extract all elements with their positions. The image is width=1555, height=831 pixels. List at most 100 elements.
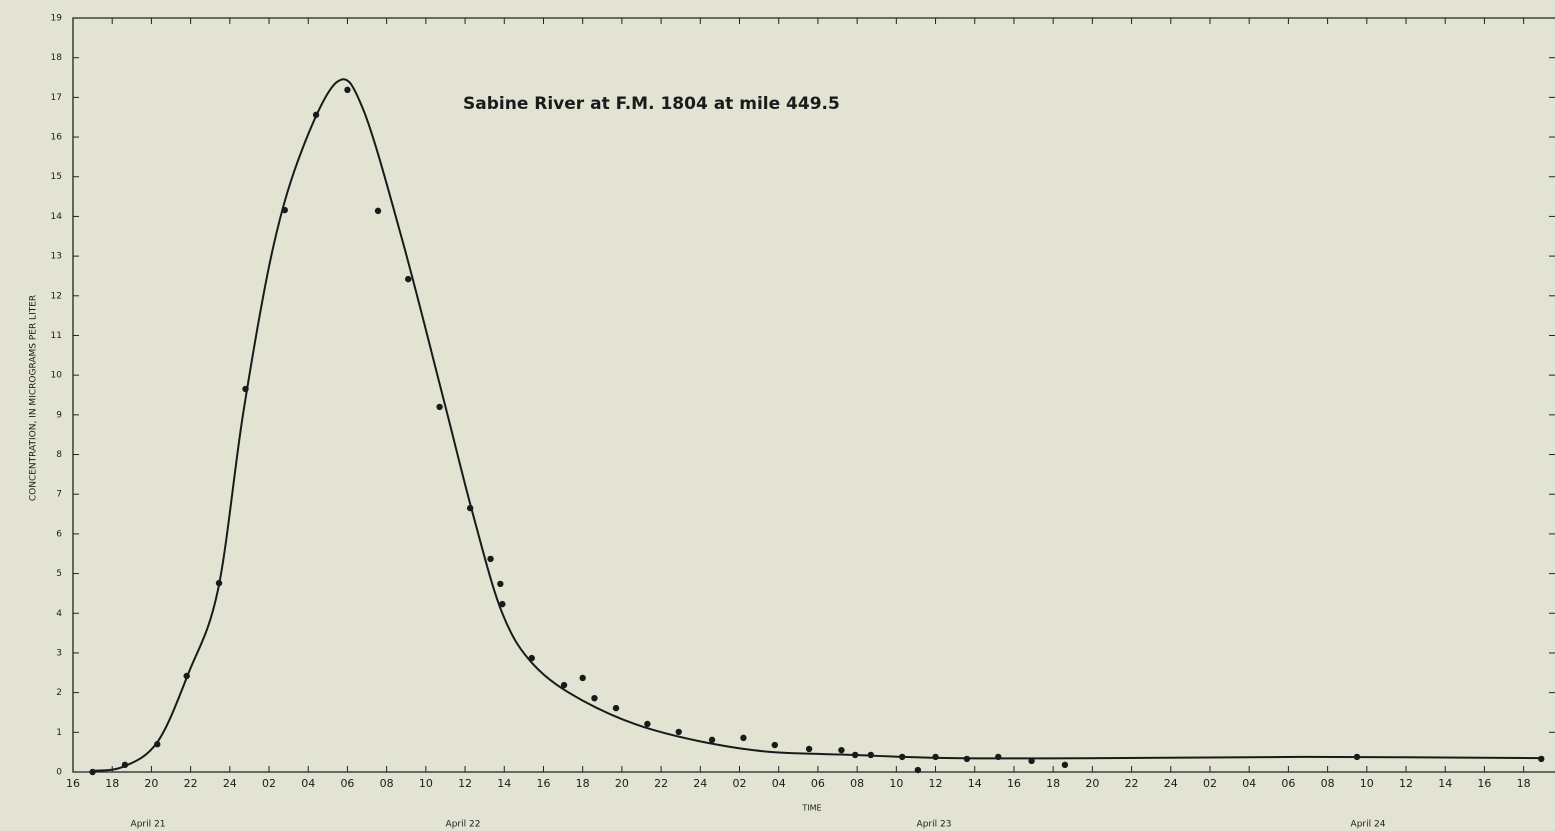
y-tick-label: 10 xyxy=(51,371,63,381)
data-point xyxy=(914,766,922,774)
x-tick-label: 16 xyxy=(66,777,80,790)
data-point xyxy=(560,681,568,689)
x-tick-label: 14 xyxy=(1438,777,1452,790)
data-point xyxy=(932,753,939,761)
data-point xyxy=(838,746,845,754)
x-tick-label: 20 xyxy=(144,777,158,790)
x-tick-label: 18 xyxy=(1517,777,1531,790)
y-tick-label: 16 xyxy=(51,133,63,143)
date-label: April 24 xyxy=(1351,820,1386,830)
x-tick-label: 08 xyxy=(850,777,864,790)
x-tick-label: 02 xyxy=(1203,777,1217,790)
data-point xyxy=(242,385,249,393)
y-tick-label: 13 xyxy=(51,252,62,262)
data-point xyxy=(675,728,682,736)
x-tick-label: 16 xyxy=(1007,777,1021,790)
chart-title: Sabine River at F.M. 1804 at mile 449.5 xyxy=(463,94,840,114)
y-tick-label: 4 xyxy=(56,609,62,619)
data-point xyxy=(1061,761,1069,769)
data-point xyxy=(344,86,351,94)
x-tick-label: 10 xyxy=(419,777,433,790)
x-tick-label: 18 xyxy=(1046,777,1060,790)
plot-frame xyxy=(72,17,1555,773)
data-point xyxy=(281,206,288,214)
x-tick-label: 14 xyxy=(968,777,982,790)
x-tick-label: 14 xyxy=(497,777,511,790)
data-point xyxy=(963,755,971,763)
data-point xyxy=(995,753,1002,761)
data-point xyxy=(436,403,443,411)
x-axis-label: TIME xyxy=(801,804,821,813)
x-tick-label: 04 xyxy=(1242,777,1256,790)
x-tick-label: 10 xyxy=(1360,777,1374,790)
y-tick-label: 19 xyxy=(51,14,63,24)
y-tick-label: 14 xyxy=(51,212,63,222)
x-tick-label: 12 xyxy=(1399,777,1413,790)
data-point xyxy=(899,753,906,761)
x-tick-label: 06 xyxy=(1281,777,1295,790)
data-point xyxy=(1028,757,1035,765)
y-axis-label: CONCENTRATION, IN MICROGRAMS PER LITER xyxy=(29,295,39,501)
date-label: April 23 xyxy=(917,820,952,830)
x-tick-label: 06 xyxy=(340,777,354,790)
x-tick-label: 06 xyxy=(811,777,825,790)
data-point xyxy=(487,555,494,563)
y-tick-label: 2 xyxy=(56,688,62,698)
x-tick-label: 04 xyxy=(772,777,786,790)
x-tick-label: 04 xyxy=(301,777,315,790)
data-point xyxy=(867,751,875,759)
x-tick-label: 02 xyxy=(262,777,276,790)
data-point xyxy=(528,654,535,662)
data-point xyxy=(466,504,474,512)
x-tick-label: 22 xyxy=(1125,777,1139,790)
x-tick-label: 12 xyxy=(929,777,943,790)
x-tick-label: 22 xyxy=(184,777,198,790)
data-point xyxy=(499,600,506,608)
data-point xyxy=(374,207,382,215)
y-tick-label: 17 xyxy=(51,93,62,103)
x-tick-label: 24 xyxy=(1164,777,1178,790)
x-tick-label: 24 xyxy=(223,777,237,790)
y-tick-label: 0 xyxy=(56,768,62,778)
data-point xyxy=(591,694,598,702)
data-point xyxy=(644,720,651,728)
data-point xyxy=(708,736,716,744)
y-tick-label: 7 xyxy=(56,490,62,500)
y-tick-label: 18 xyxy=(51,53,63,63)
y-tick-label: 11 xyxy=(51,331,62,341)
y-tick-label: 8 xyxy=(56,450,62,460)
date-label: April 22 xyxy=(446,820,481,830)
data-point xyxy=(121,761,129,769)
data-point xyxy=(740,734,747,742)
data-point xyxy=(1538,755,1545,763)
x-tick-label: 12 xyxy=(458,777,472,790)
data-point xyxy=(89,768,96,776)
x-tick-label: 08 xyxy=(1321,777,1335,790)
y-tick-label: 15 xyxy=(51,172,62,182)
x-tick-label: 10 xyxy=(889,777,903,790)
data-point xyxy=(1353,753,1361,761)
data-point xyxy=(215,579,223,587)
date-label: April 21 xyxy=(131,820,166,830)
y-tick-label: 6 xyxy=(56,529,62,539)
x-tick-label: 24 xyxy=(693,777,707,790)
data-point xyxy=(497,580,504,588)
data-point xyxy=(312,111,320,119)
x-tick-label: 22 xyxy=(654,777,668,790)
data-point xyxy=(579,674,586,682)
data-point xyxy=(771,741,778,749)
fitted-curve xyxy=(90,78,1544,772)
y-tick-label: 1 xyxy=(56,728,62,738)
y-tick-label: 12 xyxy=(51,291,62,301)
x-tick-label: 08 xyxy=(380,777,394,790)
x-tick-label: 02 xyxy=(733,777,747,790)
x-tick-label: 16 xyxy=(1477,777,1491,790)
data-point xyxy=(612,704,620,712)
x-tick-label: 20 xyxy=(615,777,629,790)
data-point xyxy=(851,751,859,759)
data-point xyxy=(805,745,813,753)
x-tick-label: 18 xyxy=(576,777,590,790)
